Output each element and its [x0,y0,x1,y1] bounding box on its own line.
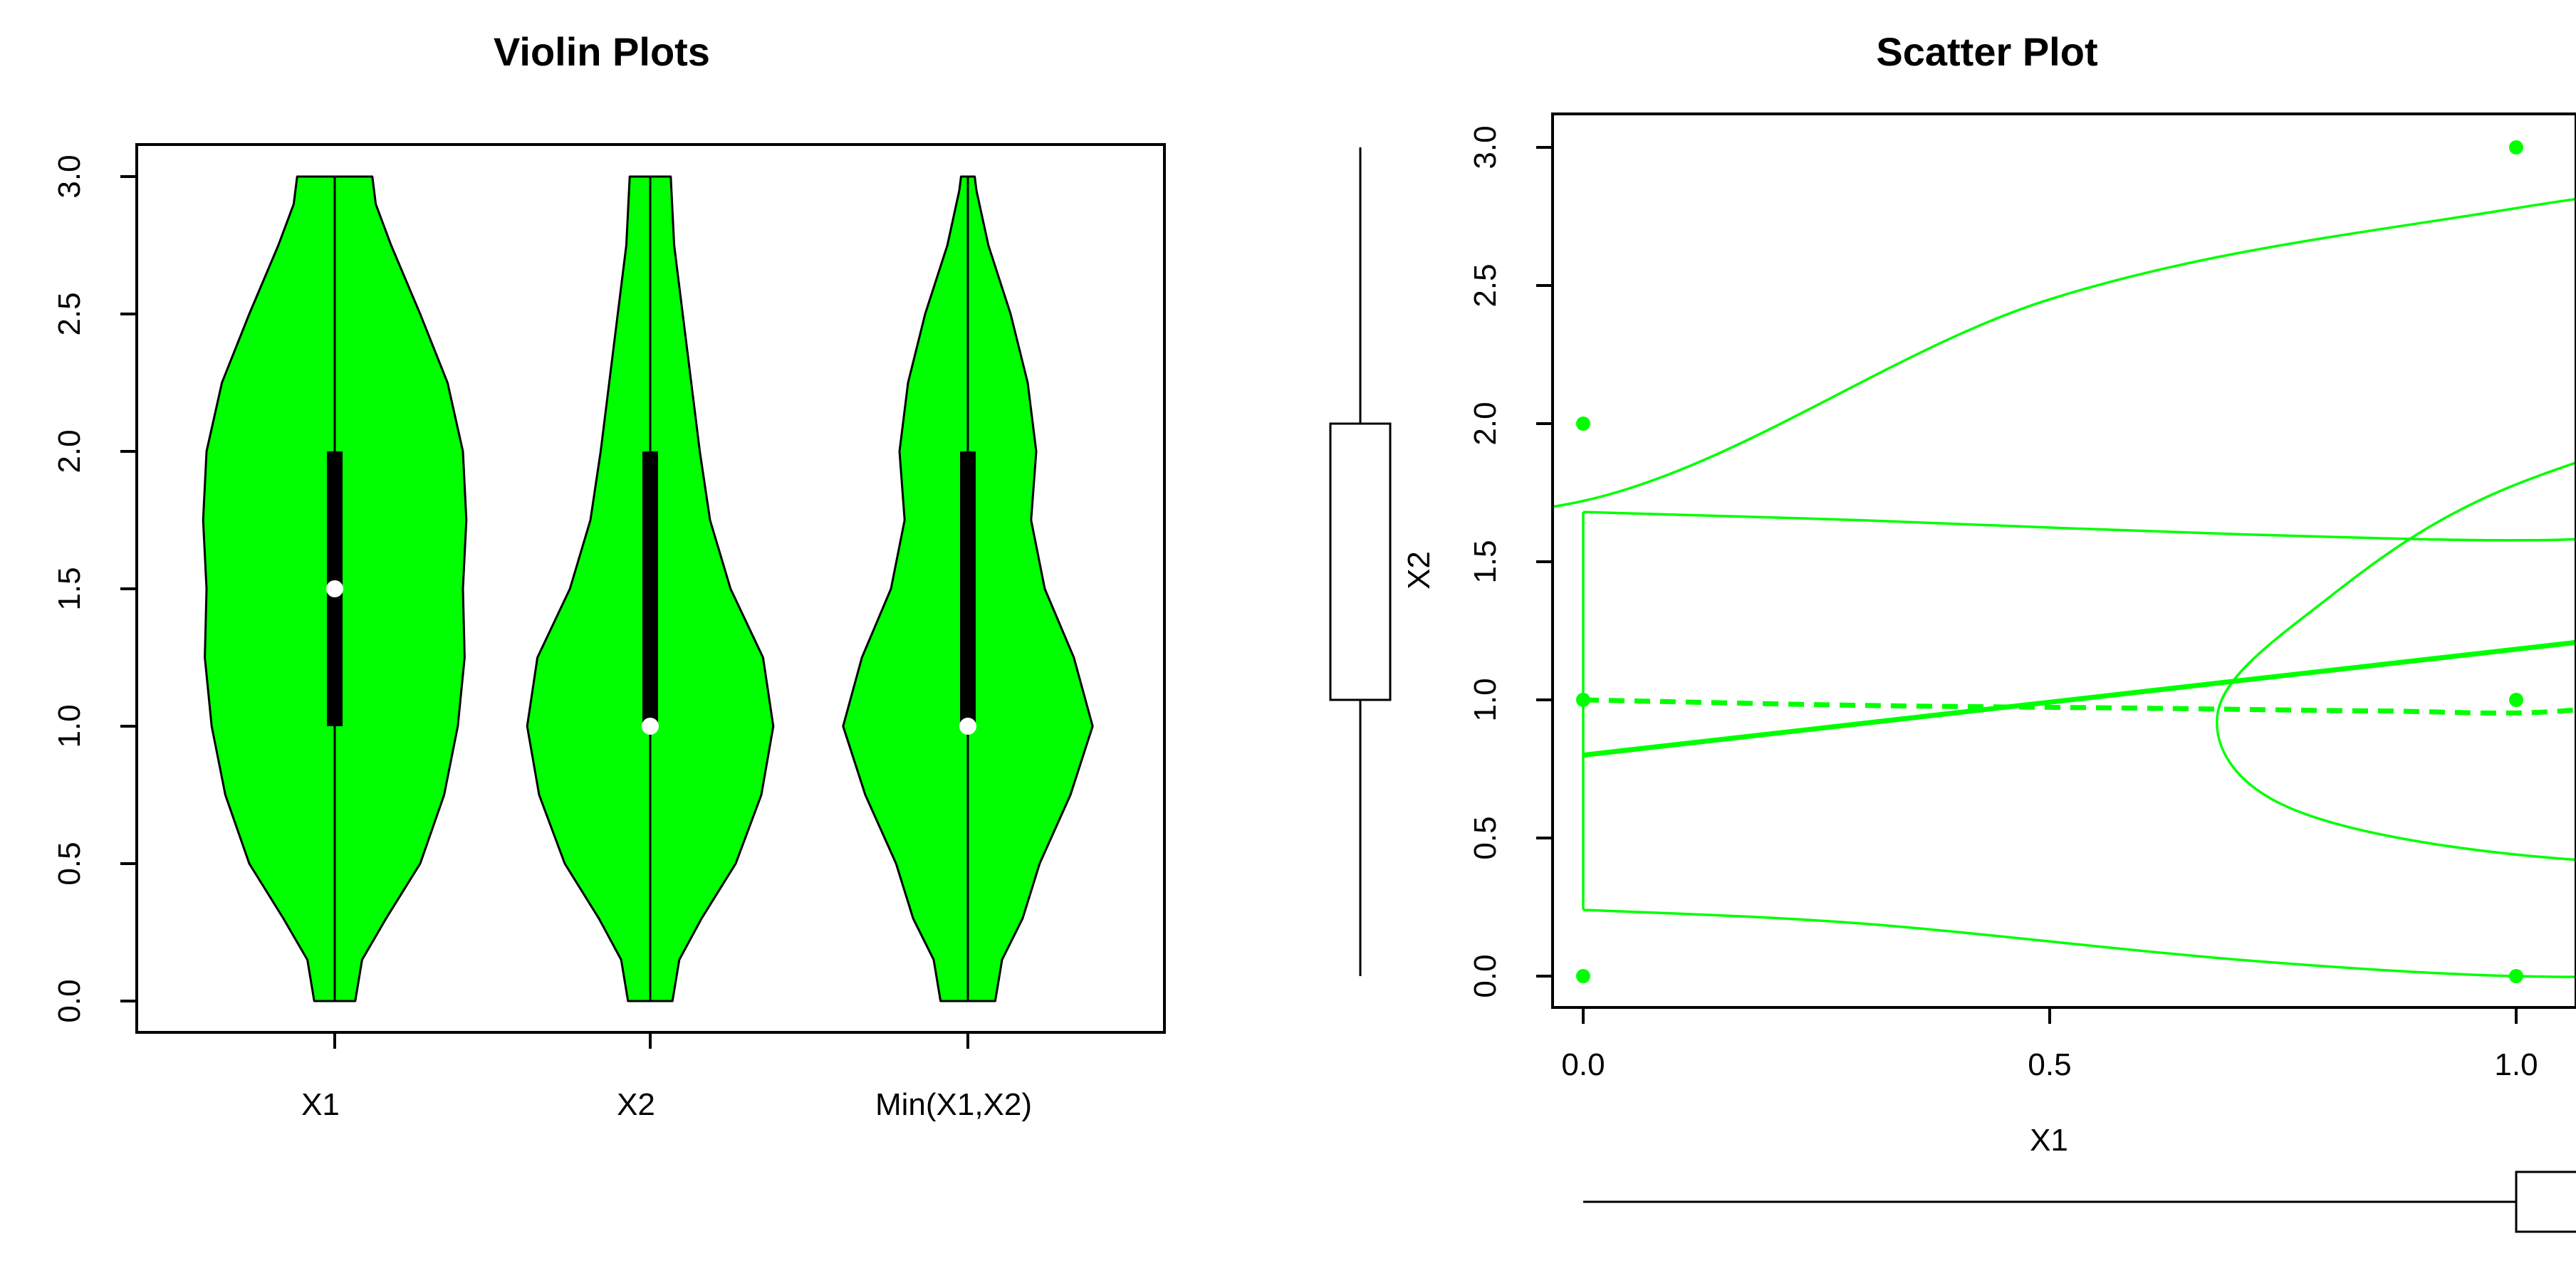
y-box [1329,422,1392,701]
violin-iqr-box [960,451,976,726]
violin-y-tick-label: 2.5 [52,292,87,335]
violin-title: Violin Plots [494,29,710,74]
violin-x-tick-label: X2 [617,1087,655,1122]
violin-iqr-box [642,451,658,726]
regression-line [1582,639,2576,758]
scatter-y-tick-label: 0.0 [1468,954,1503,997]
contour-line [2216,461,2576,861]
scatter-point [2509,140,2523,154]
scatter-x-label: X1 [2030,1123,2068,1158]
scatter-y-tick-label: 1.5 [1468,540,1503,583]
spread-lower-line [1582,908,2576,978]
scatter-point [1576,693,1590,707]
scatter-title: Scatter Plot [1876,29,2097,74]
scatter-y-tick-label: 2.0 [1468,402,1503,445]
violin-y-axis: 0.0 0.5 1.0 1.5 2.0 2.5 3.0 [52,154,138,1023]
violin-median-point [959,718,976,735]
violin-y-tick-label: 2.0 [52,429,87,473]
violin-x-axis: X1 X2 Min(X1,X2) [301,1032,1032,1122]
scatter-y-tick-label: 0.5 [1468,816,1503,859]
scatter-panel: Scatter Plot 0.00.51.01.52.02.53.0 0.00.… [1329,29,2576,1233]
contour-line [1553,197,2576,508]
spread-upper-line [1582,510,2576,542]
scatter-point [1576,969,1590,983]
violin-median-point [326,580,343,597]
violin-y-tick-label: 3.0 [52,154,87,198]
scatter-y-label: X2 [1402,551,1436,590]
scatter-frame [1551,112,2576,1009]
violin-y-tick-label: 1.0 [52,704,87,748]
scatter-y-tick-label: 2.5 [1468,263,1503,307]
scatter-point [2509,693,2523,707]
scatter-points [1576,140,2523,983]
scatter-y-tick-label: 3.0 [1468,125,1503,169]
scatter-x-tick-label: 1.0 [2494,1047,2538,1082]
scatter-x-tick-label: 0.0 [1561,1047,1605,1082]
violin-y-tick-label: 0.5 [52,842,87,885]
violin-shapes [202,175,1094,1002]
y-marginal-boxplot [1329,147,1392,976]
scatter-y-tick-label: 1.0 [1468,678,1503,721]
scatter-x-tick-label: 0.5 [2028,1047,2071,1082]
scatter-lines [1553,197,2576,978]
violin-y-tick-label: 0.0 [52,979,87,1022]
violin-median-point [642,718,659,735]
scatter-point [2509,969,2523,983]
violin-x-tick-label: X1 [301,1087,340,1122]
scatter-x-axis: 0.00.51.01.52.02.53.0 [1561,1007,2538,1082]
scatter-point [1576,417,1590,431]
scatter-y-axis: 0.0 0.5 1.0 1.5 2.0 2.5 3.0 [1468,125,1553,998]
x-marginal-boxplot [1583,1170,2576,1233]
violin-y-tick-label: 1.5 [52,567,87,610]
smooth-line [1582,697,2576,716]
violin-x-tick-label: Min(X1,X2) [875,1087,1032,1122]
violin-panel: Violin Plots 0.0 0.5 1.0 1.5 2.0 2.5 3.0 X1 X2 M… [52,29,1166,1122]
x-box [2515,1170,2576,1233]
